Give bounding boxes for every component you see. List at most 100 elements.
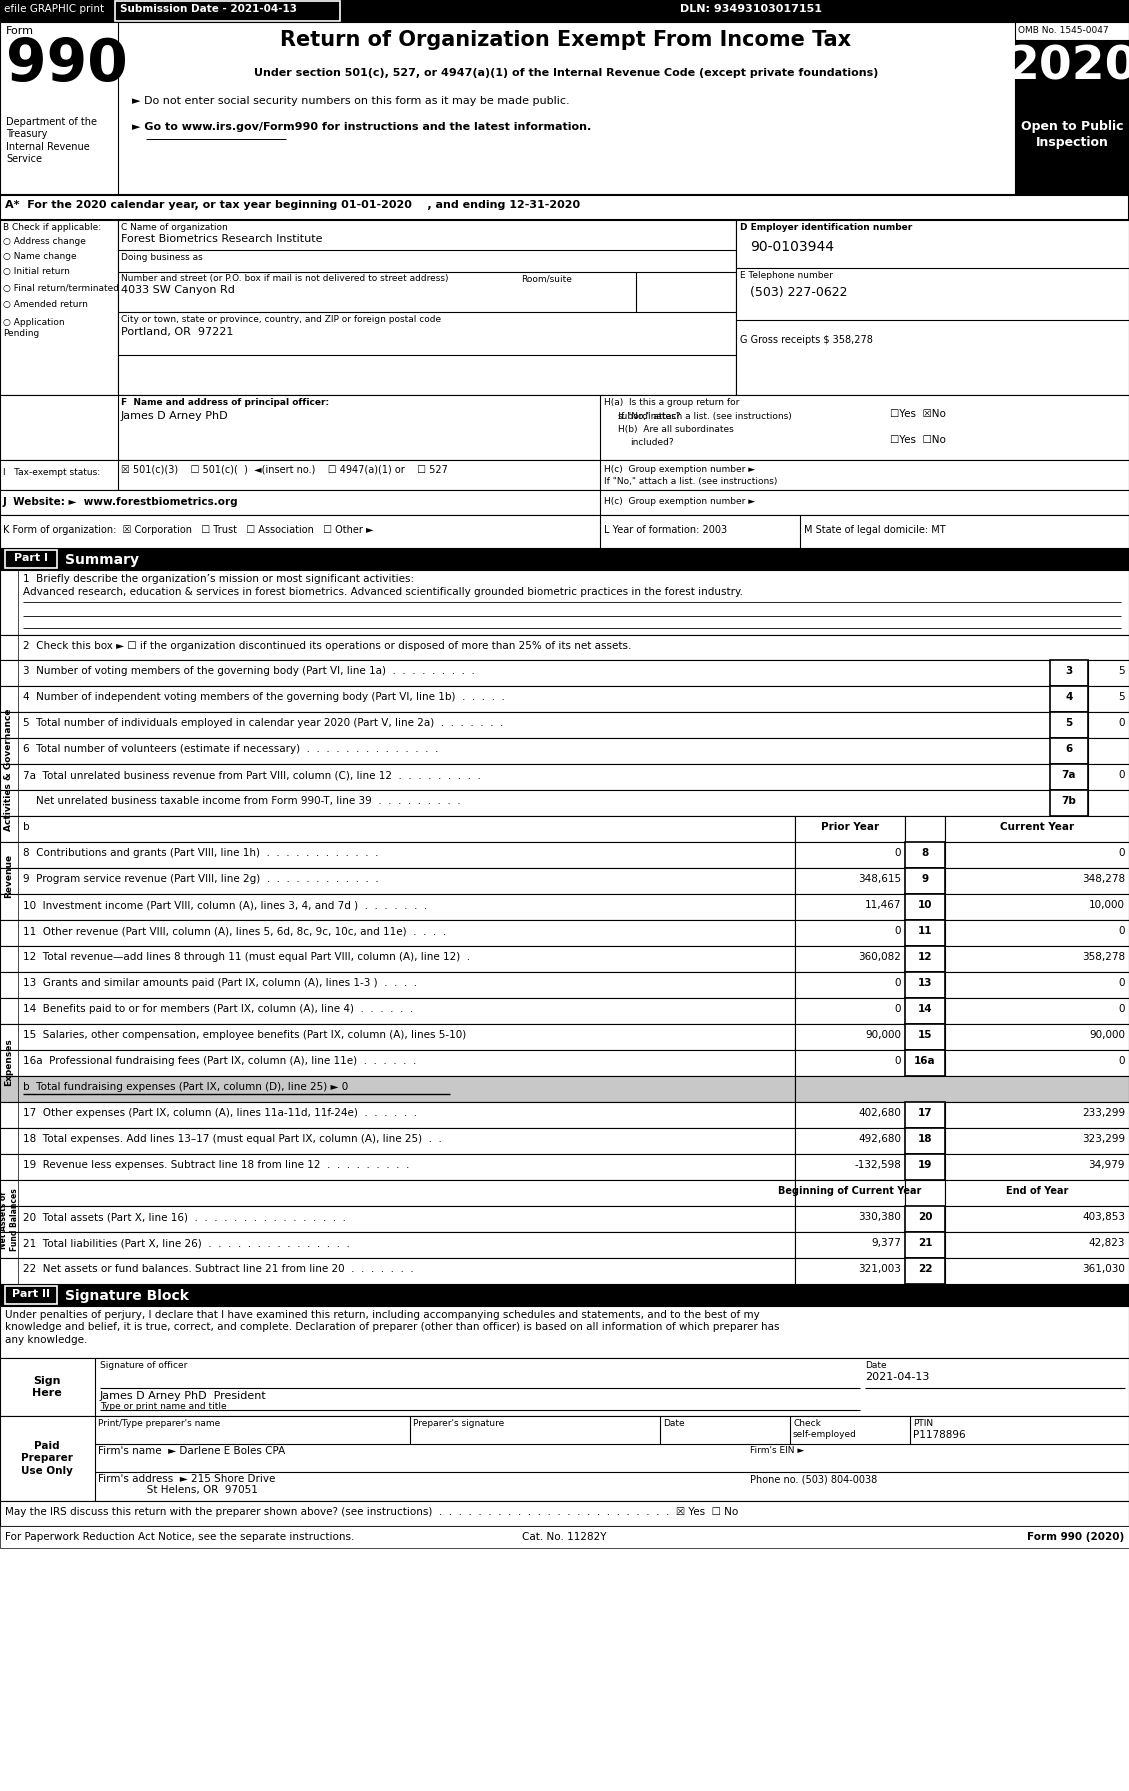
Text: 2  Check this box ► ☐ if the organization discontinued its operations or dispose: 2 Check this box ► ☐ if the organization…	[23, 641, 631, 650]
Text: If "No," attach a list. (see instructions): If "No," attach a list. (see instruction…	[604, 412, 791, 421]
Text: 90,000: 90,000	[1089, 1030, 1124, 1041]
Bar	[945, 998, 1129, 1024]
Text: G Gross receipts $ 358,278: G Gross receipts $ 358,278	[739, 335, 873, 346]
Text: 8  Contributions and grants (Part VIII, line 1h)  .  .  .  .  .  .  .  .  .  .  : 8 Contributions and grants (Part VIII, l…	[23, 847, 378, 858]
Text: 18  Total expenses. Add lines 13–17 (must equal Part IX, column (A), line 25)  .: 18 Total expenses. Add lines 13–17 (must…	[23, 1134, 441, 1144]
Text: 8: 8	[921, 847, 929, 858]
Text: 13  Grants and similar amounts paid (Part IX, column (A), lines 1-3 )  .  .  .  : 13 Grants and similar amounts paid (Part…	[23, 978, 417, 989]
Bar	[905, 817, 945, 842]
Bar	[795, 894, 905, 921]
Bar	[0, 817, 795, 842]
Text: 3: 3	[1066, 666, 1073, 675]
Text: 360,082: 360,082	[858, 953, 901, 962]
Text: DLN: 93493103017151: DLN: 93493103017151	[680, 4, 822, 14]
Bar	[0, 1232, 795, 1257]
Text: 0: 0	[894, 1057, 901, 1066]
Text: 12: 12	[918, 953, 933, 962]
Bar	[0, 1024, 795, 1050]
Bar	[1015, 109, 1129, 195]
Text: 492,680: 492,680	[858, 1134, 901, 1144]
Bar	[0, 1358, 1129, 1417]
Bar	[945, 1153, 1129, 1180]
Bar	[0, 894, 795, 921]
Bar	[0, 636, 1129, 661]
Text: ► Go to www.irs.gov/Form990 for instructions and the latest information.: ► Go to www.irs.gov/Form990 for instruct…	[132, 122, 592, 133]
Text: 10,000: 10,000	[1089, 901, 1124, 910]
Text: Net Assets or
Fund Balances: Net Assets or Fund Balances	[0, 1189, 19, 1252]
Text: included?: included?	[630, 439, 674, 448]
Text: 3  Number of voting members of the governing body (Part VI, line 1a)  .  .  .  .: 3 Number of voting members of the govern…	[23, 666, 475, 675]
Text: Advanced research, education & services in forest biometrics. Advanced scientifi: Advanced research, education & services …	[23, 587, 743, 596]
Text: 2020: 2020	[1006, 45, 1129, 90]
Text: Room/suite: Room/suite	[520, 274, 572, 283]
Text: Date: Date	[865, 1361, 886, 1370]
Text: H(a)  Is this a group return for: H(a) Is this a group return for	[604, 398, 739, 407]
Text: 9,377: 9,377	[872, 1238, 901, 1248]
Text: Check: Check	[793, 1418, 821, 1427]
Text: 9  Program service revenue (Part VIII, line 2g)  .  .  .  .  .  .  .  .  .  .  .: 9 Program service revenue (Part VIII, li…	[23, 874, 378, 885]
Text: Forest Biometrics Research Institute: Forest Biometrics Research Institute	[121, 235, 323, 244]
Text: 19  Revenue less expenses. Subtract line 18 from line 12  .  .  .  .  .  .  .  .: 19 Revenue less expenses. Subtract line …	[23, 1161, 410, 1170]
Text: Beginning of Current Year: Beginning of Current Year	[778, 1186, 921, 1196]
Bar	[0, 396, 1129, 460]
Bar	[0, 1501, 1129, 1526]
Bar	[905, 1128, 945, 1153]
Bar	[795, 817, 905, 842]
Text: 0: 0	[1119, 847, 1124, 858]
Bar	[0, 946, 795, 973]
Bar	[0, 1180, 795, 1205]
Text: 11: 11	[918, 926, 933, 937]
Text: 0: 0	[894, 926, 901, 937]
Bar	[905, 973, 945, 998]
Text: 15  Salaries, other compensation, employee benefits (Part IX, column (A), lines : 15 Salaries, other compensation, employe…	[23, 1030, 466, 1041]
Text: F  Name and address of principal officer:: F Name and address of principal officer:	[121, 398, 330, 407]
Text: -132,598: -132,598	[855, 1161, 901, 1170]
Bar	[1050, 713, 1088, 738]
Bar	[945, 973, 1129, 998]
Text: Sign
Here: Sign Here	[32, 1375, 62, 1399]
Bar	[0, 1153, 795, 1180]
Bar	[905, 1101, 945, 1128]
Text: self-employed: self-employed	[793, 1429, 857, 1438]
Bar	[0, 1076, 795, 1101]
Text: Part I: Part I	[14, 553, 49, 562]
Text: 2021-04-13: 2021-04-13	[865, 1372, 929, 1383]
Bar	[945, 946, 1129, 973]
Bar	[795, 1050, 905, 1076]
Bar	[1088, 738, 1129, 765]
Bar	[0, 1050, 795, 1076]
Text: Firm's EIN ►: Firm's EIN ►	[750, 1445, 804, 1454]
Bar	[1050, 790, 1088, 817]
Text: PTIN: PTIN	[913, 1418, 934, 1427]
Text: Under penalties of perjury, I declare that I have examined this return, includin: Under penalties of perjury, I declare th…	[5, 1309, 779, 1345]
Text: Expenses: Expenses	[5, 1039, 14, 1085]
Text: Form: Form	[6, 27, 34, 36]
Bar	[1088, 661, 1129, 686]
Bar	[0, 1284, 1129, 1306]
Bar	[945, 1232, 1129, 1257]
Text: 5: 5	[1066, 718, 1073, 727]
Bar	[795, 869, 905, 894]
Text: 348,615: 348,615	[858, 874, 901, 885]
Text: P1178896: P1178896	[913, 1429, 965, 1440]
Text: James D Arney PhD  President: James D Arney PhD President	[100, 1392, 266, 1401]
Bar	[795, 998, 905, 1024]
Text: Revenue: Revenue	[5, 854, 14, 897]
Bar	[0, 460, 1129, 491]
Bar	[1088, 686, 1129, 713]
Bar	[0, 713, 1050, 738]
Text: 13: 13	[918, 978, 933, 989]
Text: Number and street (or P.O. box if mail is not delivered to street address): Number and street (or P.O. box if mail i…	[121, 274, 448, 283]
Bar	[736, 220, 1129, 396]
Bar	[119, 220, 736, 396]
Bar	[795, 1024, 905, 1050]
Text: ☒ 501(c)(3)    ☐ 501(c)(  )  ◄(insert no.)    ☐ 4947(a)(1) or    ☐ 527: ☒ 501(c)(3) ☐ 501(c)( ) ◄(insert no.) ☐ …	[121, 466, 448, 475]
Text: 17: 17	[918, 1109, 933, 1118]
Text: 0: 0	[894, 978, 901, 989]
Text: 7b: 7b	[1061, 795, 1076, 806]
Text: 21: 21	[918, 1238, 933, 1248]
Text: 0: 0	[1119, 926, 1124, 937]
Bar	[1088, 765, 1129, 790]
Text: 348,278: 348,278	[1082, 874, 1124, 885]
Bar	[795, 946, 905, 973]
